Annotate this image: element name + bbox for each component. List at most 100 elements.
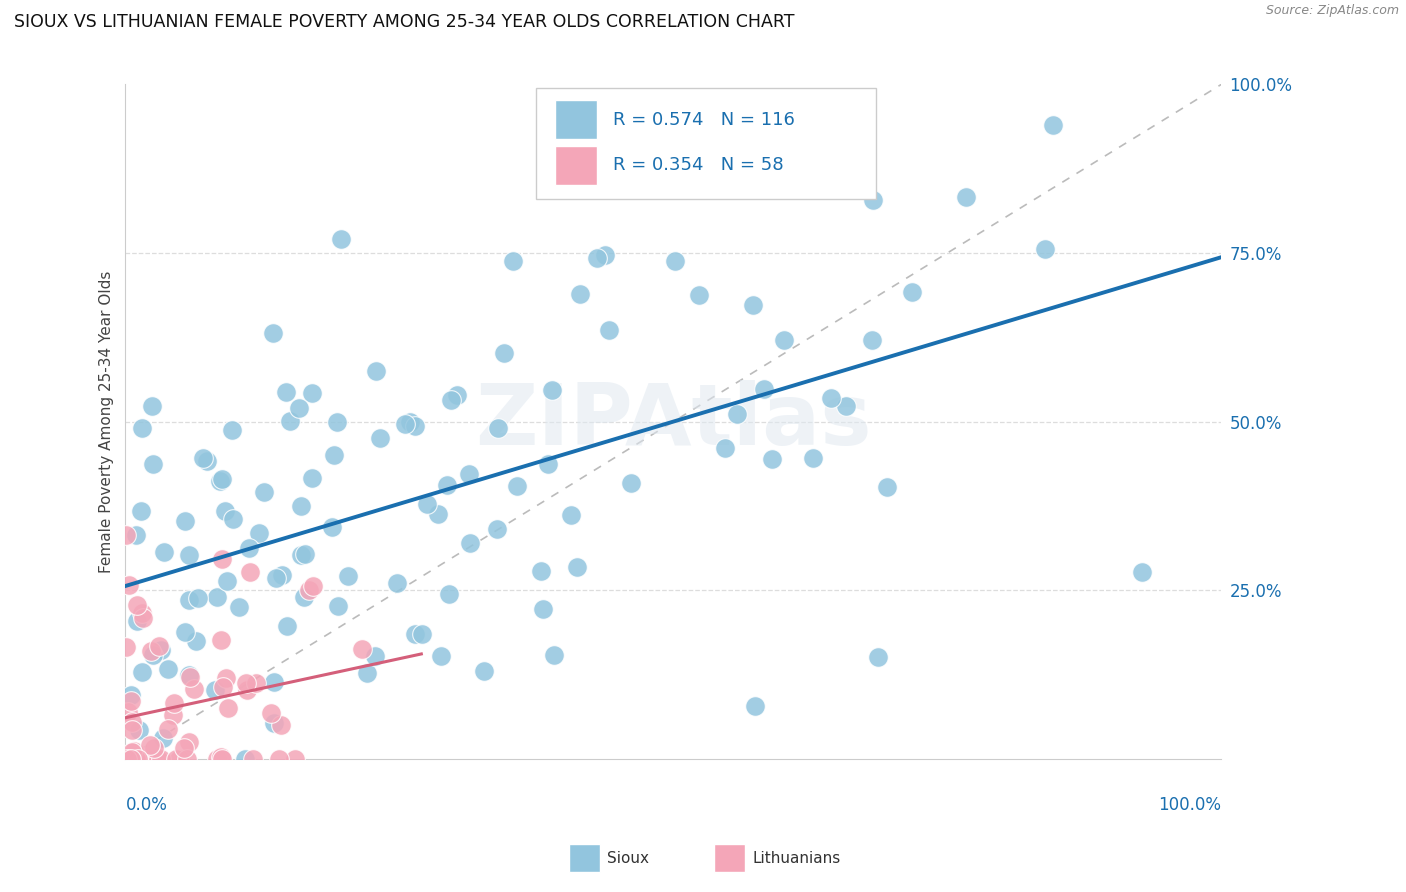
Point [321, 519, 343, 533]
Point [385, 575, 408, 590]
Point [713, 442, 735, 456]
Point [598, 323, 620, 337]
Point [127, 598, 149, 612]
Point [115, 752, 138, 766]
Point [568, 287, 591, 301]
Point [301, 471, 323, 485]
Point [486, 420, 509, 434]
Point [356, 666, 378, 681]
Point [131, 420, 153, 434]
Y-axis label: Female Poverty Among 25-34 Year Olds: Female Poverty Among 25-34 Year Olds [100, 270, 114, 573]
Point [530, 565, 553, 579]
Point [502, 253, 524, 268]
Point [228, 600, 250, 615]
Point [209, 632, 232, 647]
Point [174, 624, 197, 639]
Point [162, 708, 184, 723]
Point [866, 650, 889, 665]
Point [440, 393, 463, 408]
Point [131, 752, 153, 766]
Point [394, 417, 416, 432]
Point [955, 190, 977, 204]
Point [177, 593, 200, 607]
Point [215, 671, 238, 685]
Point [131, 665, 153, 680]
Text: ZIPAtlas: ZIPAtlas [475, 380, 872, 463]
Point [271, 568, 294, 582]
Point [184, 633, 207, 648]
Point [543, 648, 565, 662]
Point [146, 752, 169, 766]
Point [326, 599, 349, 613]
Point [336, 569, 359, 583]
Point [560, 508, 582, 523]
Point [801, 451, 824, 466]
Point [1042, 118, 1064, 132]
Point [221, 423, 243, 437]
Point [458, 536, 481, 550]
Point [135, 752, 157, 766]
Point [114, 528, 136, 542]
Point [585, 251, 607, 265]
Point [139, 643, 162, 657]
Text: 0.0%: 0.0% [125, 796, 167, 814]
Point [125, 752, 148, 766]
Point [183, 681, 205, 696]
Point [901, 285, 924, 299]
Point [167, 752, 190, 766]
Point [205, 752, 228, 766]
Point [364, 649, 387, 664]
Point [436, 478, 458, 492]
Point [492, 346, 515, 360]
Point [269, 752, 291, 766]
Point [301, 385, 323, 400]
Text: Sioux: Sioux [607, 851, 650, 865]
Point [156, 722, 179, 736]
FancyBboxPatch shape [536, 87, 876, 199]
Text: R = 0.574   N = 116: R = 0.574 N = 116 [613, 111, 794, 128]
Point [187, 591, 209, 605]
Point [212, 680, 235, 694]
Point [121, 714, 143, 729]
Point [458, 467, 481, 481]
Point [238, 541, 260, 555]
Point [593, 248, 616, 262]
Point [142, 458, 165, 472]
Point [146, 752, 169, 766]
Point [276, 619, 298, 633]
Point [141, 399, 163, 413]
Point [741, 298, 763, 312]
Point [292, 590, 315, 604]
Point [446, 388, 468, 402]
Point [264, 571, 287, 585]
Point [179, 735, 201, 749]
Point [284, 752, 307, 766]
Point [117, 752, 139, 766]
Point [173, 741, 195, 756]
Point [120, 688, 142, 702]
Point [235, 682, 257, 697]
Point [326, 415, 349, 429]
Point [138, 738, 160, 752]
Point [399, 415, 422, 429]
FancyBboxPatch shape [555, 145, 596, 185]
Point [565, 560, 588, 574]
Point [263, 675, 285, 690]
Point [156, 662, 179, 676]
Point [142, 648, 165, 662]
Point [249, 525, 271, 540]
Point [222, 512, 245, 526]
Point [163, 696, 186, 710]
Point [235, 676, 257, 690]
Point [142, 741, 165, 756]
Point [204, 682, 226, 697]
Text: Source: ZipAtlas.com: Source: ZipAtlas.com [1265, 4, 1399, 18]
Point [242, 752, 264, 766]
Point [426, 507, 449, 521]
Point [430, 648, 453, 663]
Point [214, 503, 236, 517]
Point [122, 744, 145, 758]
Point [280, 414, 302, 428]
Point [177, 548, 200, 562]
Point [217, 700, 239, 714]
